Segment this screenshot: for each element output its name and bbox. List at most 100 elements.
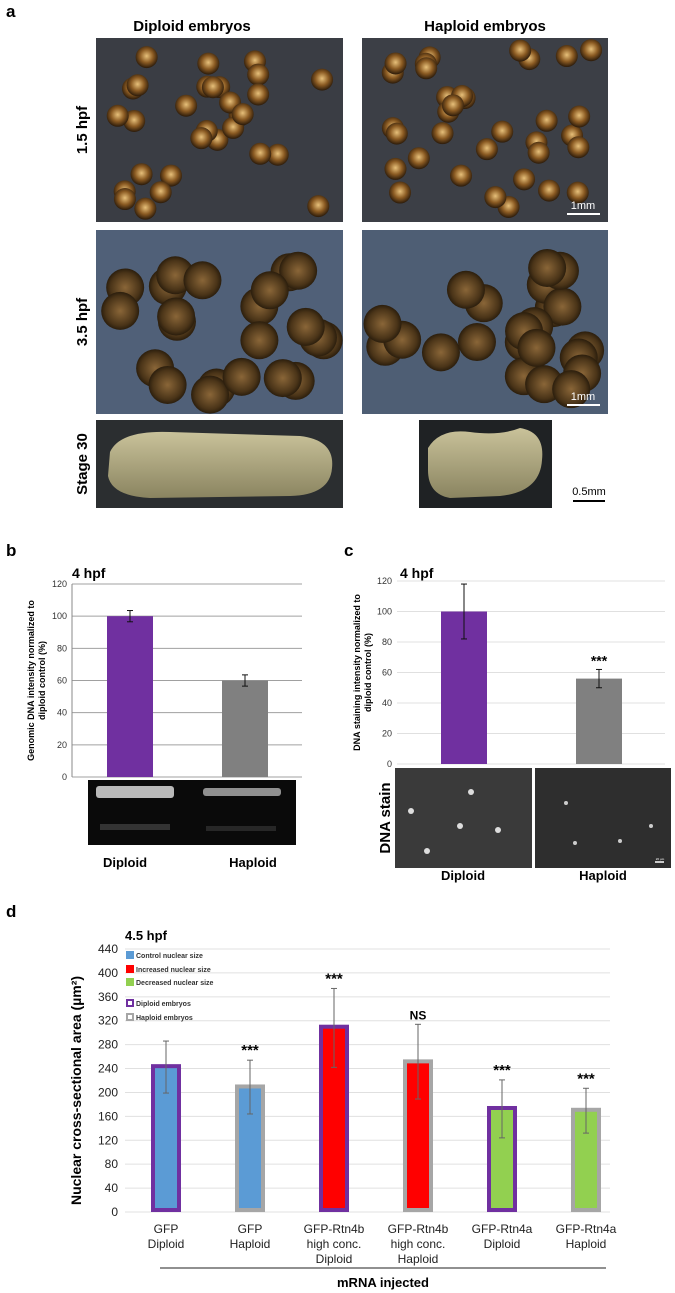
chart-title: 4 hpf xyxy=(72,565,106,581)
embryo xyxy=(527,141,550,164)
legend-swatch xyxy=(126,965,134,973)
embryo xyxy=(183,261,222,300)
bar-haploid xyxy=(576,678,622,764)
svg-text:1mm: 1mm xyxy=(571,391,595,403)
embryo xyxy=(491,120,514,143)
embryo xyxy=(446,270,485,309)
embryo xyxy=(311,68,334,91)
embryo xyxy=(135,46,158,69)
significance-label: *** xyxy=(591,652,608,668)
legend-label: Control nuclear size xyxy=(136,953,203,960)
embryo xyxy=(528,248,567,287)
embryo xyxy=(484,186,507,209)
y-tick-label: 200 xyxy=(98,1085,118,1099)
embryo xyxy=(457,323,496,362)
y-tick-label: 280 xyxy=(98,1038,118,1052)
y-tick-label: 120 xyxy=(377,576,392,586)
dna-stain-diploid-image xyxy=(395,768,532,868)
chart-title: 4 hpf xyxy=(400,565,434,581)
embryo xyxy=(197,52,220,75)
y-axis-label: DNA staining intensity normalized todipl… xyxy=(352,594,373,751)
x-category-label: GFP-Rtn4b xyxy=(304,1222,365,1236)
legend-swatch xyxy=(126,1013,134,1021)
embryo xyxy=(431,122,454,145)
embryo xyxy=(149,181,172,204)
x-category-label: GFP-Rtn4a xyxy=(472,1222,533,1236)
x-axis-label: mRNA injected xyxy=(337,1275,429,1290)
y-tick-label: 0 xyxy=(111,1205,118,1219)
legend-label: Decreased nuclear size xyxy=(136,980,214,987)
x-category-label: Haploid xyxy=(230,1237,271,1251)
embryo xyxy=(249,142,272,165)
svg-text:0.5mm: 0.5mm xyxy=(572,486,606,498)
y-tick-label: 60 xyxy=(57,676,67,686)
embryo xyxy=(384,157,407,180)
y-tick-label: 320 xyxy=(98,1014,118,1028)
y-tick-label: 440 xyxy=(98,942,118,956)
x-category-label: Haploid xyxy=(229,855,277,870)
y-tick-label: 120 xyxy=(52,579,67,589)
legend-label: Diploid embryos xyxy=(136,1001,191,1008)
embryo xyxy=(363,304,402,343)
embryo xyxy=(201,76,224,99)
embryo xyxy=(450,164,473,187)
y-tick-label: 20 xyxy=(57,740,67,750)
embryo xyxy=(517,328,556,367)
y-tick-label: 0 xyxy=(387,759,392,769)
svg-text:1mm: 1mm xyxy=(571,200,595,212)
embryo xyxy=(250,271,289,310)
embryo xyxy=(566,181,589,204)
y-tick-label: 100 xyxy=(52,611,67,621)
embryo xyxy=(263,359,302,398)
embryo xyxy=(509,39,532,62)
embryo xyxy=(555,45,578,68)
embryo xyxy=(307,195,330,218)
x-category-label: high conc. xyxy=(391,1237,446,1251)
embryo xyxy=(407,147,430,170)
y-tick-label: 240 xyxy=(98,1062,118,1076)
gel-image xyxy=(88,780,296,845)
embryo xyxy=(279,251,318,290)
legend-swatch xyxy=(126,999,134,1007)
embryo xyxy=(538,179,561,202)
y-tick-label: 400 xyxy=(98,966,118,980)
embryo xyxy=(543,287,582,326)
photo-haploid-3-5hpf xyxy=(362,230,608,414)
chart-title: 4.5 hpf xyxy=(125,928,168,943)
photo-diploid-3-5hpf xyxy=(96,230,343,414)
embryo xyxy=(266,143,289,166)
x-category-label: GFP xyxy=(238,1222,263,1236)
embryo xyxy=(159,164,182,187)
embryo xyxy=(421,333,460,372)
x-category-label: Diploid xyxy=(316,1252,353,1266)
row-label-3-5hpf: 3.5 hpf xyxy=(74,297,91,346)
embryo xyxy=(148,365,187,404)
embryo xyxy=(130,163,153,186)
photo-diploid-1-5hpf xyxy=(96,38,343,222)
embryo xyxy=(190,127,213,150)
embryo xyxy=(286,307,325,346)
y-tick-label: 40 xyxy=(57,708,67,718)
col-header-haploid: Haploid embryos xyxy=(424,18,546,35)
embryo xyxy=(126,74,149,97)
x-category-label: Diploid xyxy=(484,1237,521,1251)
x-category-label: high conc. xyxy=(307,1237,362,1251)
panel-label-b: b xyxy=(6,541,16,560)
panel-label-c: c xyxy=(344,541,353,560)
embryo xyxy=(568,105,591,128)
embryo xyxy=(567,136,590,159)
dna-stain-row-label: DNA stain xyxy=(377,782,394,853)
photo-haploid-1-5hpf xyxy=(362,38,608,222)
photo-haploid-stage30 xyxy=(419,420,552,508)
y-tick-label: 60 xyxy=(382,668,392,678)
bar-diploid xyxy=(107,616,153,777)
panel-label-a: a xyxy=(6,2,16,21)
y-tick-label: 40 xyxy=(105,1181,119,1195)
row-label-stage30: Stage 30 xyxy=(74,433,91,495)
scale-bar-1: 1mm xyxy=(567,200,600,215)
scale-bar-3: 0.5mm xyxy=(572,486,606,502)
scale-bar-label: 20 µm xyxy=(656,857,665,861)
x-category-label: GFP-Rtn4b xyxy=(388,1222,449,1236)
legend-label: Increased nuclear size xyxy=(136,967,211,974)
